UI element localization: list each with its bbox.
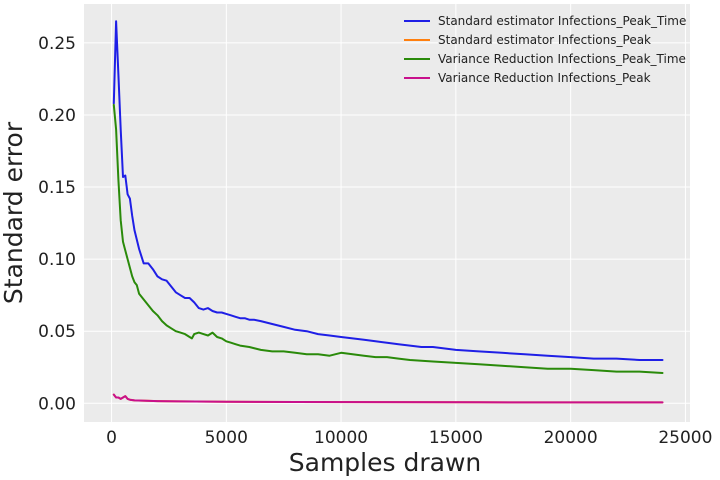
y-axis-label: Standard error [0,121,28,304]
x-tick-label: 20000 [544,428,598,448]
x-tick-label: 15000 [429,428,483,448]
series-line-1 [112,20,664,361]
legend-label: Variance Reduction Infections_Peak [438,71,651,85]
x-tick-label: 10000 [314,428,368,448]
legend-label: Variance Reduction Infections_Peak_Time [438,52,686,66]
series-line-4 [112,393,664,404]
y-tick-label: 0.10 [38,250,76,270]
legend-label: Standard estimator Infections_Peak [438,33,651,47]
x-axis-ticks: 0 5000 10000 15000 20000 25000 [106,428,712,448]
plot-background [84,4,690,422]
y-tick-label: 0.15 [38,178,76,198]
x-tick-label: 0 [106,428,117,448]
x-axis-label: Samples drawn [289,448,481,477]
y-tick-label: 0.25 [38,34,76,54]
legend: Standard estimator Infections_Peak_Time S… [404,14,686,85]
y-tick-label: 0.00 [38,394,76,414]
y-axis-ticks: 0.00 0.05 0.10 0.15 0.20 0.25 [38,34,76,414]
series-layer [112,20,664,404]
y-tick-label: 0.05 [38,322,76,342]
legend-label: Standard estimator Infections_Peak_Time [438,14,686,28]
x-tick-label: 5000 [205,428,248,448]
x-tick-label: 25000 [658,428,712,448]
grid [84,4,690,422]
y-tick-label: 0.20 [38,106,76,126]
series-line-3 [112,103,664,374]
